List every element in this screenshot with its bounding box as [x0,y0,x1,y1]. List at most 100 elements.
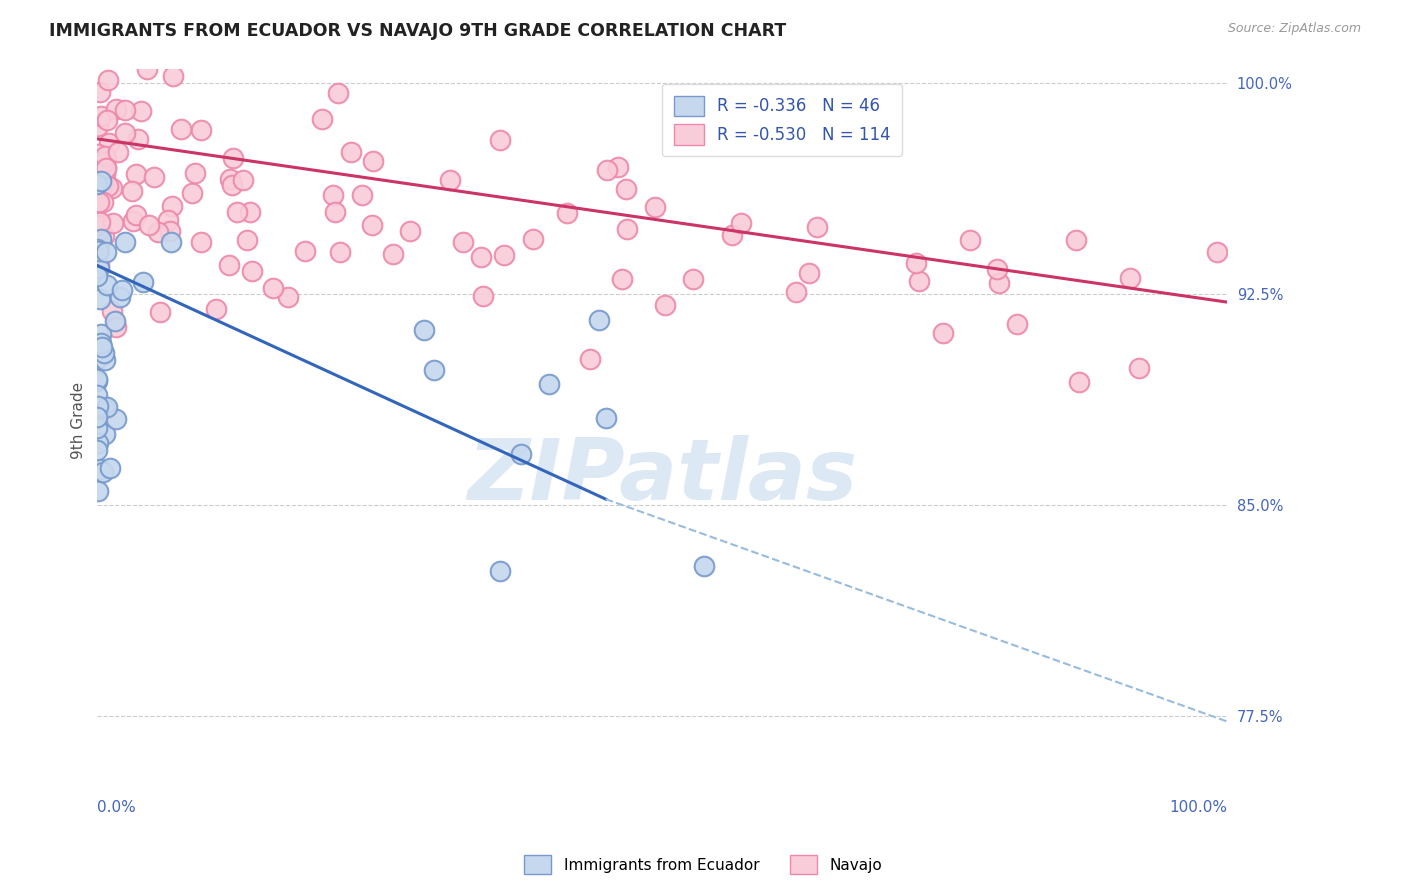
Point [86,421,108,435]
Point [89,292,111,306]
Point [522,232,544,246]
Point [86,215,108,229]
Legend: R = -0.336   N = 46, R = -0.530   N = 114: R = -0.336 N = 46, R = -0.530 N = 114 [662,84,903,156]
Point [169,121,191,136]
Text: ZIPatlas: ZIPatlas [467,435,858,518]
Point [693,558,716,573]
Point [104,319,127,334]
Point [101,180,124,194]
Point [104,314,127,328]
Point [654,298,676,312]
Point [90,109,112,123]
Point [932,326,955,340]
Point [104,412,127,426]
Point [86,388,108,402]
Point [89,215,111,229]
Point [105,102,128,116]
Point [614,181,637,195]
Point [785,285,807,299]
Point [94,427,117,442]
Text: 100.0%: 100.0% [1168,800,1227,815]
Point [87,244,110,258]
Point [91,194,114,209]
Point [86,254,108,268]
Point [240,264,263,278]
Point [221,178,243,193]
Point [94,149,117,163]
Point [86,374,108,388]
Point [423,363,446,377]
Point [138,218,160,232]
Point [96,400,118,414]
Point [114,235,136,250]
Point [90,232,112,246]
Point [125,208,148,222]
Point [489,564,512,578]
Point [148,225,170,239]
Point [90,174,112,188]
Point [184,166,207,180]
Point [439,173,461,187]
Point [236,233,259,247]
Point [159,224,181,238]
Point [905,256,928,270]
Point [381,247,404,261]
Point [162,69,184,83]
Point [114,126,136,140]
Point [93,465,115,479]
Point [89,194,111,209]
Point [86,409,108,424]
Point [159,235,181,250]
Point [412,323,434,337]
Point [239,205,262,219]
Point [136,62,159,76]
Point [90,336,112,351]
Point [322,188,344,202]
Point [89,462,111,476]
Point [470,250,492,264]
Point [190,123,212,137]
Point [97,178,120,193]
Point [86,242,108,256]
Point [222,151,245,165]
Point [329,244,352,259]
Point [510,447,533,461]
Point [596,163,619,178]
Point [89,85,111,99]
Point [361,154,384,169]
Point [86,399,108,413]
Legend: Immigrants from Ecuador, Navajo: Immigrants from Ecuador, Navajo [517,849,889,880]
Point [127,132,149,146]
Point [350,188,373,202]
Point [1067,376,1090,390]
Point [399,224,422,238]
Point [96,178,118,193]
Point [225,205,247,219]
Point [149,305,172,319]
Point [93,345,115,359]
Point [326,86,349,100]
Point [96,112,118,127]
Point [143,169,166,184]
Point [129,104,152,119]
Point [108,290,131,304]
Point [537,376,560,391]
Y-axis label: 9th Grade: 9th Grade [72,382,86,458]
Point [616,222,638,236]
Point [97,72,120,87]
Point [908,274,931,288]
Point [986,261,1008,276]
Point [325,205,347,219]
Point [959,233,981,247]
Point [86,180,108,194]
Point [107,145,129,159]
Point [218,172,240,186]
Point [111,283,134,297]
Point [339,145,361,160]
Point [644,200,666,214]
Point [86,218,108,232]
Point [98,460,121,475]
Point [262,281,284,295]
Point [190,235,212,249]
Point [451,235,474,250]
